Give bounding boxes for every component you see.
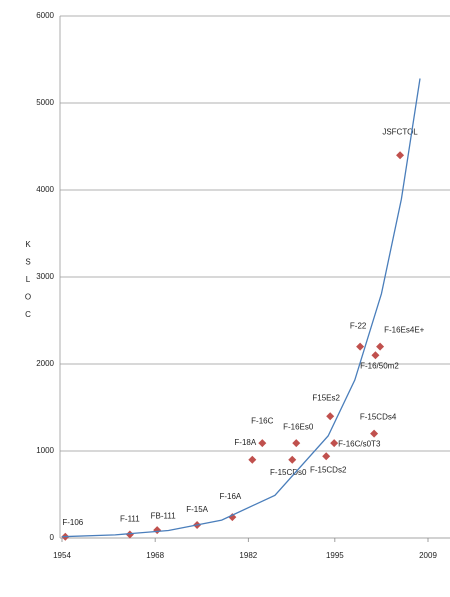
data-point — [258, 439, 267, 448]
data-point — [376, 342, 385, 351]
point-label: JSFCTOL — [382, 127, 418, 136]
x-tick-label: 1954 — [53, 551, 71, 560]
point-label: F-16C/s0T3 — [338, 439, 381, 448]
point-label: F-15CDs0 — [270, 468, 307, 477]
data-point — [370, 429, 379, 438]
point-label: F-16Es0 — [283, 422, 314, 431]
point-label: F-18A — [234, 438, 256, 447]
trend-line — [61, 78, 421, 538]
point-label: F-16/50m2 — [360, 361, 399, 370]
point-label: F-16A — [219, 492, 241, 501]
point-label: F-22 — [350, 322, 367, 331]
x-tick-label: 2009 — [419, 551, 437, 560]
data-point — [330, 439, 339, 448]
data-point — [396, 151, 405, 160]
y-tick-label: 5000 — [36, 98, 54, 107]
point-label: F-106 — [62, 518, 83, 527]
y-tick-label: 4000 — [36, 185, 54, 194]
data-point — [356, 342, 365, 351]
data-point — [326, 412, 335, 421]
y-tick-label: 3000 — [36, 272, 54, 281]
point-label: F-15A — [186, 505, 208, 514]
data-point — [288, 455, 297, 464]
point-label: F15Es2 — [312, 393, 340, 402]
x-tick-label: 1995 — [326, 551, 344, 560]
point-label: F-16C — [251, 416, 273, 425]
y-tick-label: 0 — [50, 533, 55, 542]
data-point — [371, 351, 380, 360]
point-label: F-15CDs4 — [360, 413, 397, 422]
x-tick-label: 1968 — [146, 551, 164, 560]
data-point — [248, 455, 257, 464]
x-tick-label: 1982 — [239, 551, 257, 560]
y-tick-label: 2000 — [36, 359, 54, 368]
data-point — [228, 513, 237, 522]
y-tick-label: 6000 — [36, 11, 54, 20]
point-label: F-16Es4E+ — [384, 326, 425, 335]
point-label: FB-111 — [151, 511, 177, 520]
point-label: F-111 — [120, 515, 140, 524]
data-point — [125, 530, 134, 539]
point-label: F-15CDs2 — [310, 465, 347, 474]
data-point — [292, 439, 301, 448]
data-point — [153, 526, 162, 535]
y-tick-label: 1000 — [36, 446, 54, 455]
data-point — [322, 452, 331, 461]
